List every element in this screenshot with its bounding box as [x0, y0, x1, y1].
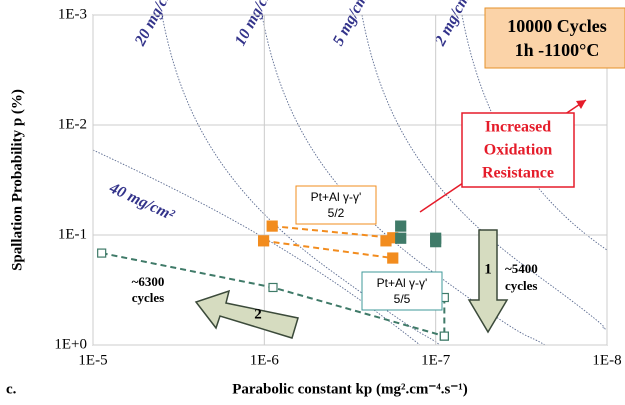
arrow-label: 1: [484, 261, 492, 277]
x-tick-label: 1E-8: [592, 352, 621, 368]
conditions-text: 10000 Cycles: [507, 16, 606, 36]
trend-text: Oxidation: [484, 142, 553, 159]
series-line: [272, 225, 393, 239]
label-text: Pt+Al γ-γ': [377, 276, 428, 290]
data-point: [257, 235, 270, 247]
iso-curve: [361, 14, 608, 331]
arrow-text: cycles: [505, 278, 537, 293]
label-text: 5/5: [394, 292, 411, 306]
trend-text: Increased: [485, 119, 551, 136]
iso-curve: [261, 14, 546, 346]
label-box: [361, 271, 443, 311]
data-point: [430, 236, 442, 248]
data-point: [387, 252, 399, 264]
grid: [92, 14, 608, 346]
data-point: [97, 248, 107, 258]
x-axis-title: Parabolic constant kp (mg².cm⁻⁴.s⁻¹): [232, 381, 468, 397]
iso-curve: [161, 14, 441, 346]
x-tick-label: 1E-5: [78, 352, 107, 368]
y-tick-label: 1E-1: [58, 226, 87, 242]
conditions-box: [484, 7, 625, 69]
label-box: [295, 185, 377, 225]
x-tick-label: 1E-6: [250, 352, 280, 368]
data-point: [268, 282, 278, 293]
arrow-text: ~5400: [505, 261, 538, 276]
label-text: 5/2: [328, 206, 345, 220]
arrow-text: ~6300: [132, 274, 165, 289]
conditions-text: 1h -1100°C: [515, 40, 600, 60]
y-axis-title: Spallation Probability p (%): [9, 89, 25, 271]
data-point: [439, 331, 449, 341]
data-point: [266, 220, 278, 232]
arrow-text: cycles: [132, 290, 164, 305]
label-text: Pt+Al γ-γ': [311, 190, 362, 204]
trend-box: [461, 112, 575, 188]
data-layer: [92, 14, 608, 346]
data-point: [380, 235, 392, 247]
panel-label: c.: [6, 381, 17, 397]
block-arrow: [467, 229, 509, 334]
trend-arrowhead: [576, 100, 586, 109]
y-tick-label: 1E+0: [54, 336, 87, 352]
data-point: [395, 220, 407, 232]
x-tick-label: 1E-7: [421, 352, 451, 368]
y-tick-label: 1E-2: [58, 116, 87, 132]
arrow-label: 2: [254, 306, 262, 322]
block-arrow: [194, 289, 299, 339]
iso-curve: [92, 149, 421, 346]
data-point: [395, 232, 407, 244]
series-line: [263, 239, 393, 260]
trend-text: Resistance: [482, 165, 554, 182]
y-tick-label: 1E-3: [58, 6, 87, 22]
